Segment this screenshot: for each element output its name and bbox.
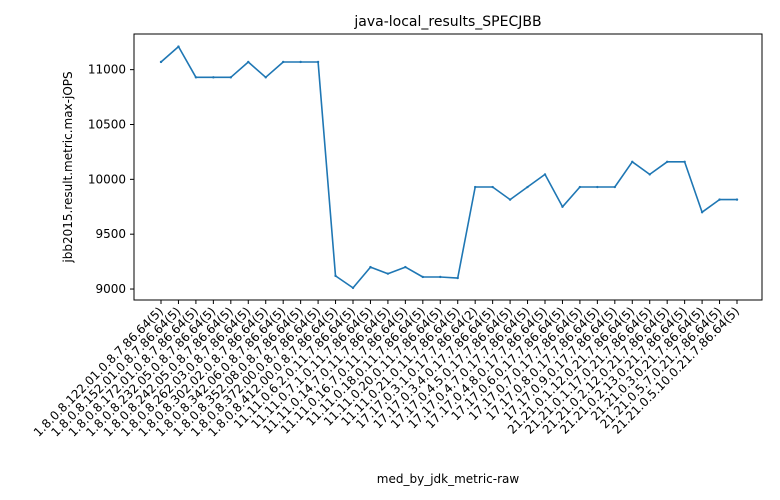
data-point: [229, 76, 233, 79]
series-line: [160, 45, 737, 289]
data-point: [159, 60, 163, 64]
data-point: [404, 265, 407, 269]
data-point: [456, 276, 459, 280]
series-layer: [159, 45, 739, 290]
data-point: [613, 185, 617, 189]
data-point: [665, 160, 669, 163]
data-point: [264, 76, 267, 79]
data-point: [334, 274, 337, 278]
data-point: [351, 286, 355, 290]
data-point: [212, 76, 215, 79]
data-point: [578, 185, 582, 189]
plot-area-frame: [133, 33, 763, 301]
data-point: [369, 265, 372, 269]
data-point: [718, 198, 721, 201]
x-axis-title: med_by_jdk_metric-raw: [377, 472, 520, 486]
data-point: [648, 173, 651, 176]
data-point: [473, 185, 477, 189]
y-tick-label: 9000: [95, 282, 126, 296]
data-point: [700, 211, 704, 214]
data-point: [543, 173, 547, 176]
data-point: [439, 275, 442, 279]
data-point: [194, 76, 198, 79]
y-tick-label: 10000: [88, 172, 126, 186]
data-point: [735, 198, 739, 201]
data-point: [247, 60, 250, 64]
y-tick-label: 11000: [88, 63, 126, 77]
chart-title: java-local_results_SPECJBB: [353, 14, 541, 30]
y-axis: 9000 9500 10000 10500 11000: [88, 63, 134, 296]
data-point: [631, 160, 634, 163]
data-point: [281, 60, 285, 64]
data-point: [491, 185, 494, 189]
data-point: [683, 160, 686, 163]
data-point: [316, 60, 320, 64]
y-tick-label: 9500: [95, 227, 126, 241]
x-axis: 1.8.0.8.122.01.0.8.7.86.64(5)1.8.0.8.152…: [31, 300, 742, 440]
data-point: [596, 185, 599, 189]
data-point: [386, 272, 390, 275]
y-axis-title: jbb2015.result.metric.max-jOPS: [61, 71, 75, 263]
data-point: [526, 185, 529, 189]
data-point: [421, 275, 425, 279]
data-point: [561, 205, 564, 208]
data-point: [508, 198, 512, 201]
data-point: [299, 60, 302, 64]
y-tick-label: 10500: [88, 117, 126, 131]
data-point: [177, 45, 180, 48]
